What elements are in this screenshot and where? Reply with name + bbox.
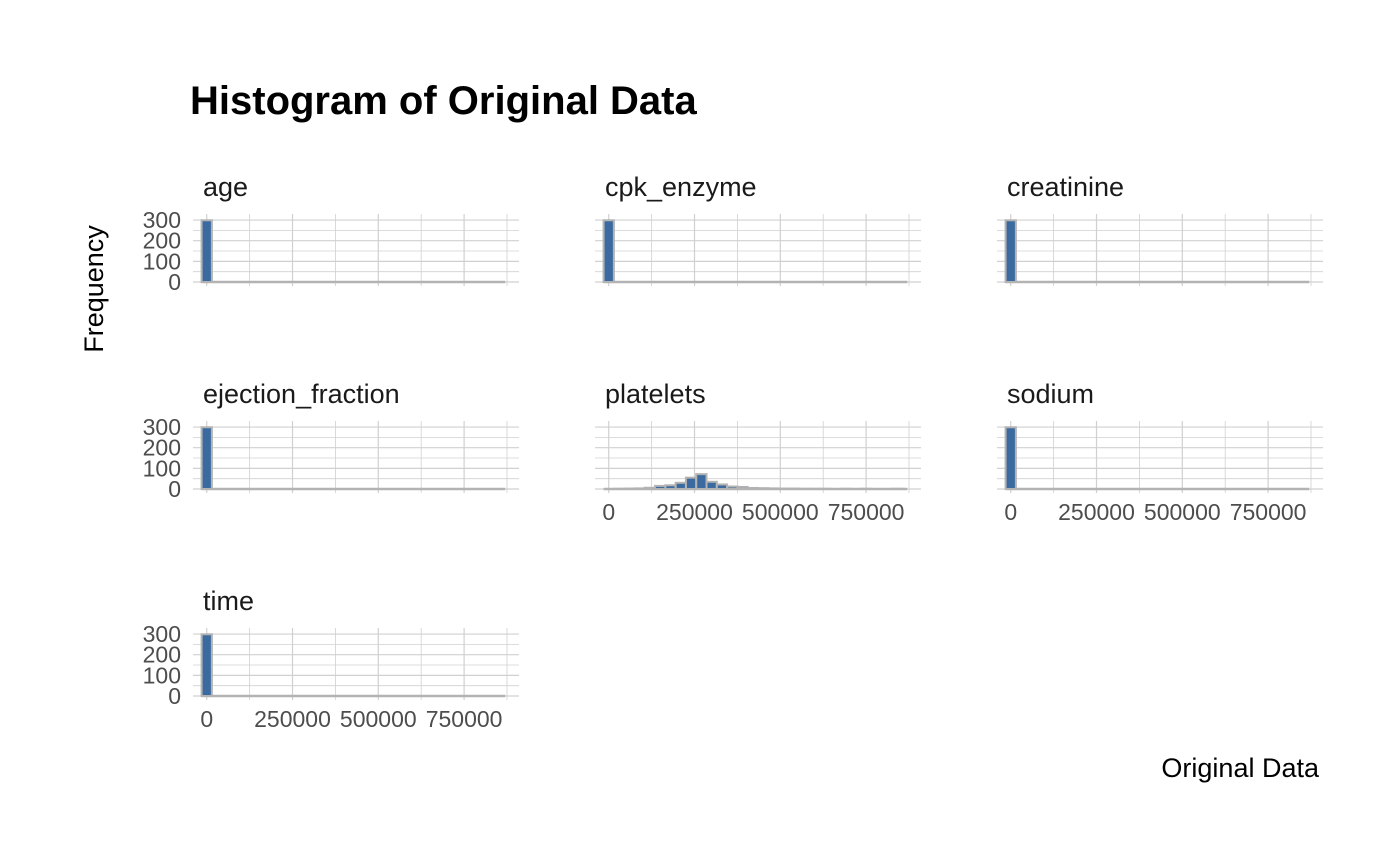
- y-tick-label: 300: [143, 621, 181, 647]
- histogram-bar: [684, 476, 698, 491]
- facet-sodium: sodium 0 250000 500000 750000: [997, 379, 1323, 525]
- y-tick-label: 100: [143, 662, 181, 688]
- y-axis-title: Frequency: [79, 225, 109, 353]
- x-tick-label: 500000: [1144, 499, 1221, 525]
- histogram-bar: [757, 487, 770, 491]
- x-tick-label: 250000: [254, 706, 331, 732]
- y-tick-label: 300: [143, 414, 181, 440]
- histogram-bar: [200, 219, 213, 283]
- histogram-bar: [200, 633, 213, 698]
- histogram-bar: [643, 486, 657, 491]
- histogram-bar: [695, 473, 708, 491]
- x-tick-label: 500000: [742, 499, 819, 525]
- histogram-bar: [674, 481, 687, 491]
- histogram-bar: [654, 484, 667, 491]
- histogram-bar: [633, 487, 646, 491]
- histogram-bar: [200, 426, 213, 490]
- facet-label: platelets: [605, 379, 706, 409]
- facet-label: time: [203, 586, 254, 616]
- facet-label: sodium: [1007, 379, 1094, 409]
- x-tick-label: 750000: [1230, 499, 1307, 525]
- facet-label: age: [203, 172, 248, 202]
- facet-label: creatinine: [1007, 172, 1124, 202]
- chart-title: Histogram of Original Data: [190, 79, 697, 123]
- histogram-bar: [1004, 219, 1017, 283]
- x-tick-label: 0: [602, 499, 615, 525]
- x-tick-label: 750000: [426, 706, 503, 732]
- y-tick-label: 300: [143, 207, 181, 233]
- y-tick-label: 0: [168, 683, 181, 709]
- histogram-bar: [1004, 426, 1017, 490]
- facet-platelets: platelets 0 250000 500000 750000: [595, 379, 921, 525]
- histogram-bar: [715, 483, 729, 491]
- y-tick-label: 200: [143, 435, 181, 461]
- x-tick-label: 750000: [828, 499, 905, 525]
- histogram-bar: [602, 219, 615, 283]
- histogram-bar: [767, 487, 780, 491]
- y-tick-label: 100: [143, 455, 181, 481]
- x-tick-label: 500000: [340, 706, 417, 732]
- y-tick-label: 0: [168, 269, 181, 295]
- y-tick-label: 100: [143, 248, 181, 274]
- x-tick-label: 0: [200, 706, 213, 732]
- histogram-bar: [664, 484, 677, 491]
- histogram-bar: [736, 485, 749, 491]
- facet-label: cpk_enzyme: [605, 172, 757, 202]
- facet-cpk-enzyme: cpk_enzyme: [595, 172, 921, 286]
- x-tick-label: 0: [1004, 499, 1017, 525]
- x-axis-title: Original Data: [1161, 753, 1320, 783]
- y-tick-label: 200: [143, 642, 181, 668]
- histogram-bar: [705, 480, 718, 491]
- y-tick-label: 200: [143, 228, 181, 254]
- histogram-bar: [726, 485, 739, 491]
- y-tick-label: 0: [168, 476, 181, 502]
- facet-label: ejection_fraction: [203, 379, 400, 409]
- x-tick-label: 250000: [1058, 499, 1135, 525]
- x-tick-label: 250000: [656, 499, 733, 525]
- histogram-bar: [746, 486, 759, 491]
- facet-creatinine: creatinine: [997, 172, 1323, 286]
